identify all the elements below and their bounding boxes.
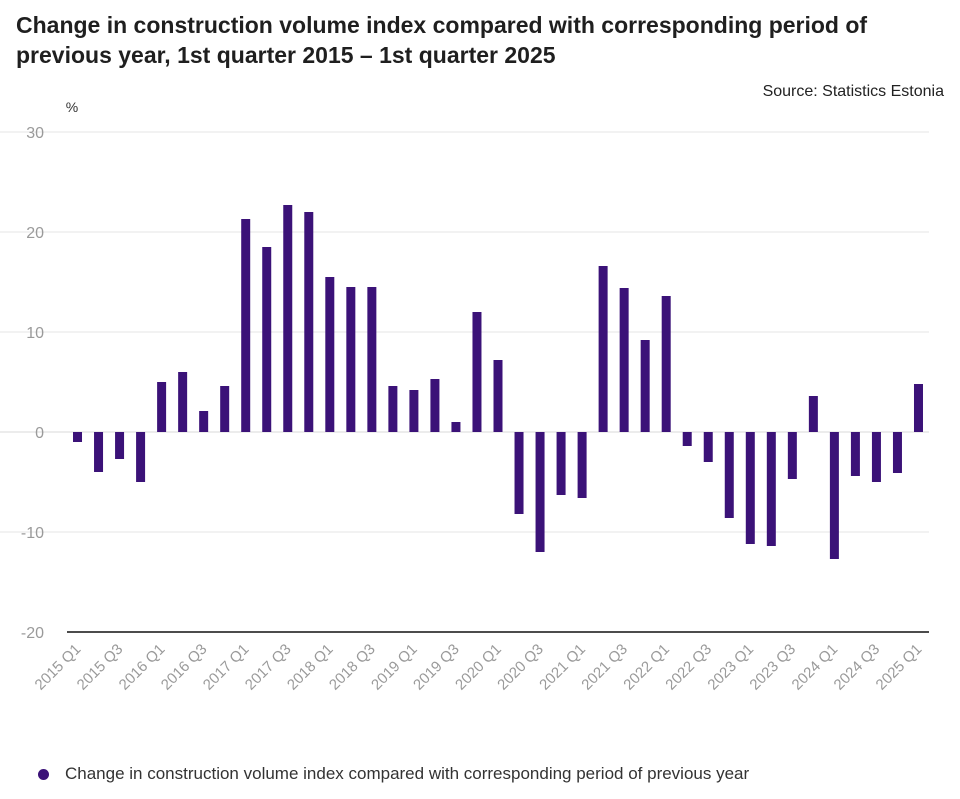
legend: Change in construction volume index comp… — [38, 764, 749, 784]
bar — [829, 432, 839, 559]
bar — [367, 287, 377, 432]
bar — [661, 296, 671, 432]
bar — [430, 379, 440, 432]
bar — [409, 390, 419, 432]
bar — [787, 432, 797, 479]
bar — [220, 386, 230, 432]
bar — [598, 266, 608, 432]
bar — [451, 422, 461, 432]
bar-series — [73, 205, 923, 559]
bar — [388, 386, 398, 432]
bar — [514, 432, 524, 514]
y-tick-label: 20 — [26, 225, 44, 242]
bar — [892, 432, 902, 473]
x-tick-label: 2025 Q1 — [873, 641, 926, 694]
y-axis-unit: % — [66, 99, 78, 115]
bar — [325, 277, 335, 432]
bar — [283, 205, 293, 432]
bar — [73, 432, 83, 442]
bar — [535, 432, 545, 552]
bar — [850, 432, 860, 476]
bar — [808, 396, 818, 432]
y-tick-label: 10 — [26, 325, 44, 342]
legend-label: Change in construction volume index comp… — [65, 764, 750, 783]
bar — [724, 432, 734, 518]
bar — [472, 312, 482, 432]
bar — [241, 219, 251, 432]
bar — [556, 432, 566, 495]
chart-title: Change in construction volume index comp… — [16, 12, 868, 68]
bar — [640, 340, 650, 432]
source-note: Source: Statistics Estonia — [762, 83, 944, 100]
bar — [346, 287, 356, 432]
y-tick-label: 30 — [26, 125, 44, 142]
bar — [304, 212, 314, 432]
bar — [871, 432, 881, 482]
bar — [262, 247, 272, 432]
bar — [136, 432, 146, 482]
legend-marker — [38, 768, 49, 780]
bar — [577, 432, 587, 498]
bar — [493, 360, 503, 432]
bar — [913, 384, 923, 432]
bar — [766, 432, 776, 546]
y-tick-label: -10 — [21, 525, 44, 542]
bar — [94, 432, 104, 472]
bar — [682, 432, 692, 446]
bar — [199, 411, 209, 432]
bar — [703, 432, 713, 462]
bar — [115, 432, 125, 459]
y-tick-label: -20 — [21, 625, 44, 642]
bar — [178, 372, 188, 432]
bar — [157, 382, 167, 432]
y-tick-label: 0 — [35, 425, 44, 442]
bar — [745, 432, 755, 544]
bar — [619, 288, 629, 432]
